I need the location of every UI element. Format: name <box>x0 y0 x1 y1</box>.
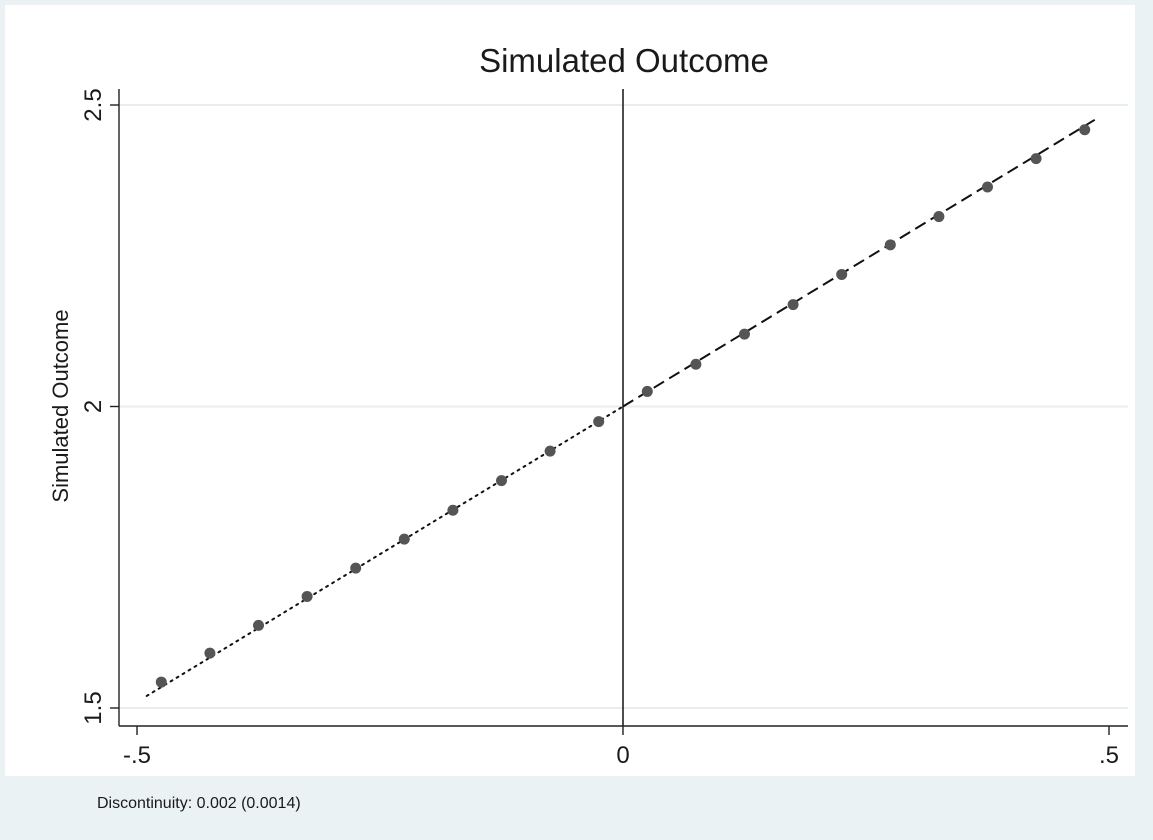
data-point <box>350 562 362 574</box>
data-point <box>204 647 216 659</box>
scatter-points <box>155 124 1091 688</box>
data-point <box>739 328 750 340</box>
data-point <box>884 239 896 251</box>
x-tick-label: 0 <box>616 742 629 769</box>
data-point <box>982 181 993 193</box>
fit-lines <box>145 116 1100 697</box>
x-tick-label: .5 <box>1099 742 1119 769</box>
data-point <box>933 211 945 223</box>
y-tick-label: 1.5 <box>80 691 107 724</box>
tick-labels: 1.5 2 2.5 -.5 0 .5 <box>80 88 1119 769</box>
data-point <box>496 475 507 487</box>
data-point <box>253 619 264 631</box>
data-point <box>641 385 653 397</box>
data-point <box>690 358 702 370</box>
fit-line-right <box>622 116 1100 408</box>
data-point <box>155 676 167 688</box>
x-tick-label: -.5 <box>123 742 151 769</box>
data-point <box>398 533 410 545</box>
data-point <box>447 504 459 516</box>
data-point <box>593 416 605 428</box>
data-point <box>836 268 848 280</box>
y-tick-label: 2 <box>80 400 107 413</box>
chart-title: Simulated Outcome <box>479 42 769 79</box>
data-point <box>1079 124 1091 136</box>
data-point <box>544 445 556 457</box>
discontinuity-note: Discontinuity: 0.002 (0.0014) <box>97 795 301 812</box>
y-axis-label: Simulated Outcome <box>48 309 73 502</box>
y-tick-label: 2.5 <box>80 88 107 121</box>
data-point <box>301 590 313 602</box>
data-point <box>787 299 799 311</box>
fit-line-left <box>145 405 624 697</box>
data-point <box>1030 153 1042 165</box>
plot-area <box>5 5 1135 776</box>
